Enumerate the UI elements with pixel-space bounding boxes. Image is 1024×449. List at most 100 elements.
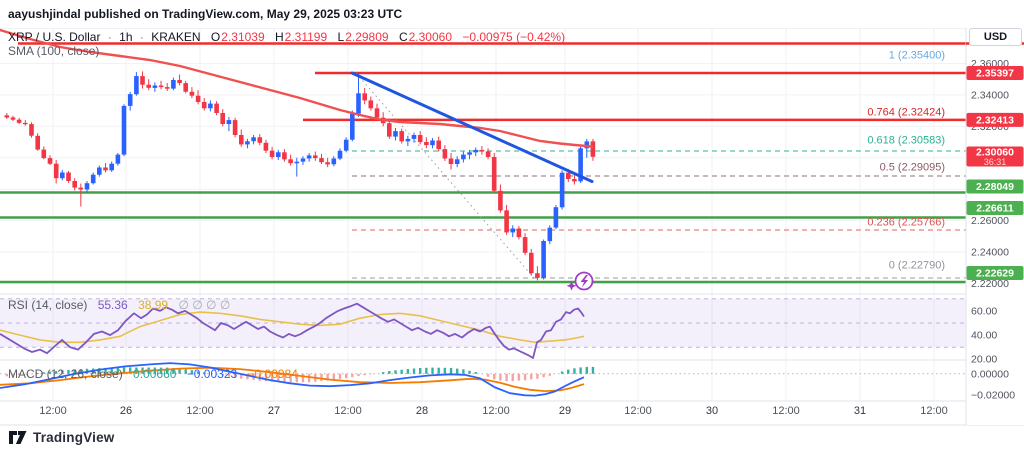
candle-body <box>66 172 71 181</box>
candle-body <box>491 157 497 191</box>
sma-label[interactable]: SMA (100, close) <box>8 44 100 58</box>
attribution-text: aayushjindal published on TradingView.co… <box>8 7 403 21</box>
candle-body <box>522 237 528 253</box>
tradingview-logo-icon <box>9 431 27 444</box>
price-badge: 2.28049 <box>966 179 1024 194</box>
candle-body <box>368 100 374 109</box>
time-axis-label[interactable]: 27 <box>268 405 280 417</box>
high-label: H <box>275 30 284 44</box>
candle-body <box>442 149 448 159</box>
candle-body <box>232 120 238 135</box>
price-badge-bg <box>966 179 1024 194</box>
macd-tick-label[interactable]: −0.02000 <box>971 389 1015 401</box>
candle-body <box>411 135 417 139</box>
price-badge-bg <box>966 66 1024 80</box>
candle-body <box>387 123 392 137</box>
fib-level-label: 0.236 (2.25766) <box>867 217 945 229</box>
currency-button[interactable]: USD <box>969 28 1022 46</box>
candle-body <box>282 152 287 160</box>
price-axis-background <box>966 28 1024 425</box>
time-axis-label[interactable]: 12:00 <box>772 405 800 417</box>
sma-legend[interactable]: SMA (100, close) <box>8 44 99 58</box>
macd-legend[interactable]: MACD (12, 26, close) 0.00660 −0.00323 −0… <box>8 367 298 381</box>
candle-body <box>245 141 250 145</box>
time-axis-label[interactable]: 26 <box>120 405 132 417</box>
interval-label[interactable]: 1h <box>119 30 133 44</box>
candle-body <box>430 140 435 146</box>
rsi-legend[interactable]: RSI (14, close) 55.36 38.99 ∅ ∅ ∅ ∅ <box>8 298 230 312</box>
candle-body <box>300 158 306 162</box>
candle-body <box>263 142 269 151</box>
symbol-title[interactable]: XRP / U.S. Dollar <box>8 30 101 44</box>
candle-body <box>553 207 559 228</box>
fib-level-label: 0 (2.22790) <box>889 260 945 272</box>
candle-body <box>10 117 16 120</box>
price-tick-label[interactable]: 2.24000 <box>971 247 1009 259</box>
candle-body <box>140 76 145 85</box>
sma-100-line[interactable] <box>0 28 594 148</box>
time-axis-label[interactable]: 29 <box>559 405 571 417</box>
descending-trendline[interactable] <box>350 71 594 183</box>
macd-hist-value: 0.00660 <box>133 367 177 381</box>
candle-body <box>177 80 182 84</box>
candle-body <box>485 151 491 157</box>
time-axis-label[interactable]: 12:00 <box>482 405 510 417</box>
price-badge-text: 2.26611 <box>976 203 1014 215</box>
lightning-marker[interactable] <box>566 271 594 291</box>
exchange-label: KRAKEN <box>151 30 201 44</box>
candle-body <box>121 105 127 155</box>
separator-dot: · <box>107 30 112 44</box>
time-axis-label[interactable]: 30 <box>706 405 718 417</box>
price-tick-label[interactable]: 2.22000 <box>971 278 1009 290</box>
candle-body <box>461 154 466 160</box>
candle-body <box>566 172 571 179</box>
rsi-empty-values: ∅ ∅ ∅ ∅ <box>178 298 231 312</box>
candle-body <box>337 150 343 159</box>
candle-body <box>374 108 380 118</box>
price-badge: 2.32413 <box>966 112 1024 127</box>
candle-body <box>127 94 133 106</box>
time-axis-label[interactable]: 12:00 <box>39 405 67 417</box>
time-axis-label[interactable]: 12:00 <box>334 405 362 417</box>
candle-body <box>109 163 114 171</box>
candle-body <box>60 172 65 179</box>
candle-body <box>84 183 90 190</box>
price-tick-label[interactable]: 2.26000 <box>971 215 1009 227</box>
time-axis-label[interactable]: 12:00 <box>920 405 948 417</box>
fib-baseline[interactable] <box>355 72 535 279</box>
rsi-label[interactable]: RSI (14, close) <box>8 298 88 312</box>
candle-body <box>158 85 164 88</box>
candle-body <box>257 137 263 143</box>
tradingview-footer[interactable]: TradingView <box>8 429 114 446</box>
rsi-tick-label[interactable]: 20.00 <box>971 354 997 366</box>
price-badge-bg <box>966 266 1024 280</box>
time-axis-label[interactable]: 31 <box>854 405 866 417</box>
candle-body <box>208 103 213 109</box>
fib-level-label: 0.618 (2.30583) <box>867 135 945 147</box>
candle-body <box>399 131 404 142</box>
low-value: 2.29809 <box>345 30 389 44</box>
time-axis-label[interactable]: 28 <box>416 405 428 417</box>
chart-background <box>0 28 1024 425</box>
macd-tick-label[interactable]: 0.00000 <box>971 368 1009 380</box>
macd-label[interactable]: MACD (12, 26, close) <box>8 367 123 381</box>
rsi-tick-label[interactable]: 60.00 <box>971 305 997 317</box>
candle-body <box>251 137 256 142</box>
candle-body <box>350 113 355 140</box>
time-axis-label[interactable]: 12:00 <box>186 405 214 417</box>
price-badge-bg <box>966 112 1024 127</box>
fib-level-label: 1 (2.35400) <box>889 50 945 62</box>
symbol-legend[interactable]: XRP / U.S. Dollar · 1h · KRAKEN O2.31039… <box>8 30 565 44</box>
candle-body <box>183 83 188 92</box>
candle-body <box>510 228 515 233</box>
rsi-tick-label[interactable]: 40.00 <box>971 330 997 342</box>
time-axis-label[interactable]: 12:00 <box>624 405 652 417</box>
candle-body <box>288 159 293 164</box>
candles-layer <box>4 71 596 281</box>
price-tick-label[interactable]: 2.34000 <box>971 89 1009 101</box>
price-badge: 2.26611 <box>966 201 1024 215</box>
candle-body <box>41 149 47 159</box>
attribution-bar: aayushjindal published on TradingView.co… <box>0 0 1024 28</box>
